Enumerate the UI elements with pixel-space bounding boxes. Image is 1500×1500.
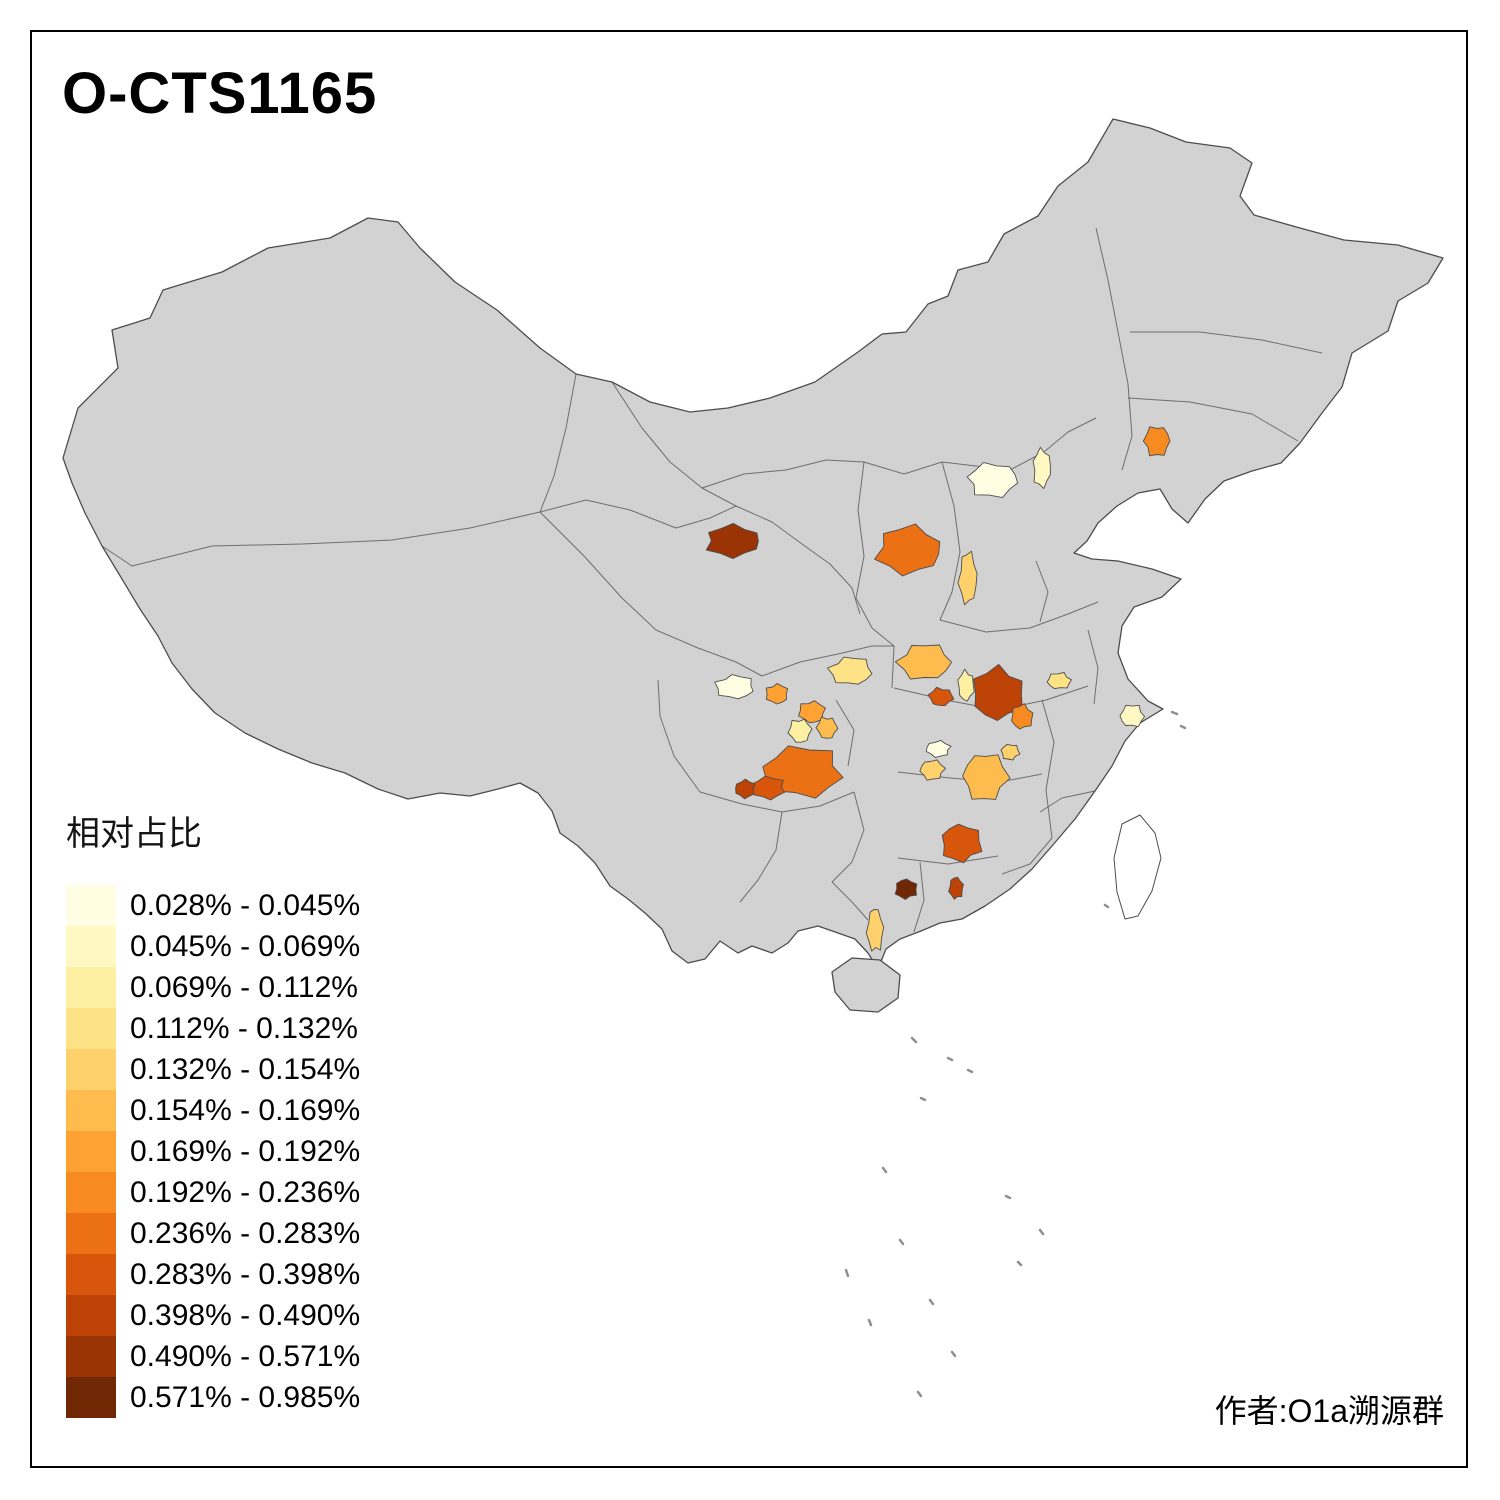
prefecture-region xyxy=(798,700,826,724)
prefecture-region xyxy=(815,716,839,739)
prefecture-region xyxy=(827,656,873,685)
legend-class-label: 0.571% - 0.985% xyxy=(130,1380,361,1414)
prefecture-region xyxy=(705,522,759,560)
prefecture-region xyxy=(941,823,983,864)
prefecture-region xyxy=(925,739,952,759)
prefecture-region xyxy=(787,718,813,743)
prefecture-region xyxy=(957,550,978,606)
legend-class-label: 0.069% - 0.112% xyxy=(130,970,358,1004)
legend-class-label: 0.169% - 0.192% xyxy=(130,1134,361,1168)
prefecture-region xyxy=(762,745,844,799)
prefecture-region xyxy=(948,876,964,900)
legend-class-row: 0.132% - 0.154% xyxy=(66,1049,360,1090)
legend-swatch xyxy=(66,926,116,967)
prefecture-region xyxy=(714,674,754,700)
prefecture-region xyxy=(919,759,947,781)
legend-class-row: 0.490% - 0.571% xyxy=(66,1336,360,1377)
region-layer xyxy=(705,426,1171,952)
legend-class-label: 0.028% - 0.045% xyxy=(130,888,361,922)
legend-class-row: 0.028% - 0.045% xyxy=(66,885,360,926)
prefecture-region xyxy=(927,686,955,707)
legend-class-row: 0.045% - 0.069% xyxy=(66,926,360,967)
prefecture-region xyxy=(1032,446,1051,490)
prefecture-region xyxy=(1142,426,1171,457)
prefecture-region xyxy=(973,663,1023,721)
legend-class-row: 0.154% - 0.169% xyxy=(66,1090,360,1131)
legend-title: 相对占比 xyxy=(66,815,202,853)
prefecture-region xyxy=(1046,672,1072,690)
legend-class-label: 0.154% - 0.169% xyxy=(130,1093,361,1127)
prefecture-region xyxy=(894,878,918,900)
prefecture-region xyxy=(966,461,1019,499)
prefecture-region xyxy=(751,775,785,801)
legend-swatch xyxy=(66,1336,116,1377)
sea-islets xyxy=(844,710,1187,1398)
prefecture-region xyxy=(765,683,789,705)
prefecture-region xyxy=(894,644,952,680)
legend-class-label: 0.112% - 0.132% xyxy=(130,1011,358,1045)
legend: 相对占比 0.028% - 0.045% 0.045% - 0.069% 0.069… xyxy=(66,806,360,1418)
plot-frame xyxy=(30,30,1468,1468)
legend-class-label: 0.045% - 0.069% xyxy=(130,929,361,963)
legend-swatch xyxy=(66,885,116,926)
legend-rows: 0.028% - 0.045% 0.045% - 0.069% 0.069% - 0… xyxy=(66,885,360,1418)
prefecture-region xyxy=(735,778,756,800)
legend-swatch xyxy=(66,1172,116,1213)
prefecture-region xyxy=(1000,743,1021,761)
legend-class-label: 0.490% - 0.571% xyxy=(130,1339,361,1373)
legend-class-label: 0.192% - 0.236% xyxy=(130,1175,361,1209)
legend-swatch xyxy=(66,1049,116,1090)
prefecture-region xyxy=(962,754,1011,800)
legend-swatch xyxy=(66,1131,116,1172)
prefecture-region xyxy=(957,668,975,702)
legend-class-row: 0.236% - 0.283% xyxy=(66,1213,360,1254)
credit-text: 作者:O1a溯源群 xyxy=(1214,1393,1444,1429)
legend-class-row: 0.169% - 0.192% xyxy=(66,1131,360,1172)
legend-swatch xyxy=(66,1295,116,1336)
legend-swatch xyxy=(66,1254,116,1295)
map-title: O-CTS1165 xyxy=(62,61,378,126)
legend-class-row: 0.069% - 0.112% xyxy=(66,967,360,1008)
legend-class-row: 0.112% - 0.132% xyxy=(66,1008,360,1049)
hainan-island xyxy=(831,957,901,1013)
legend-class-row: 0.283% - 0.398% xyxy=(66,1254,360,1295)
legend-class-label: 0.398% - 0.490% xyxy=(130,1298,361,1332)
legend-swatch xyxy=(66,1377,116,1418)
legend-swatch xyxy=(66,1213,116,1254)
legend-class-row: 0.192% - 0.236% xyxy=(66,1172,360,1213)
prefecture-region xyxy=(865,909,885,952)
prefecture-region xyxy=(1119,704,1146,728)
legend-class-row: 0.571% - 0.985% xyxy=(66,1377,360,1418)
legend-class-label: 0.236% - 0.283% xyxy=(130,1216,361,1250)
legend-swatch xyxy=(66,1090,116,1131)
legend-swatch xyxy=(66,967,116,1008)
taiwan-island xyxy=(1113,814,1162,920)
legend-class-label: 0.283% - 0.398% xyxy=(130,1257,361,1291)
prefecture-region xyxy=(874,523,941,577)
legend-class-label: 0.132% - 0.154% xyxy=(130,1052,361,1086)
prefecture-region xyxy=(1011,703,1034,730)
legend-swatch xyxy=(66,1008,116,1049)
legend-class-row: 0.398% - 0.490% xyxy=(66,1295,360,1336)
